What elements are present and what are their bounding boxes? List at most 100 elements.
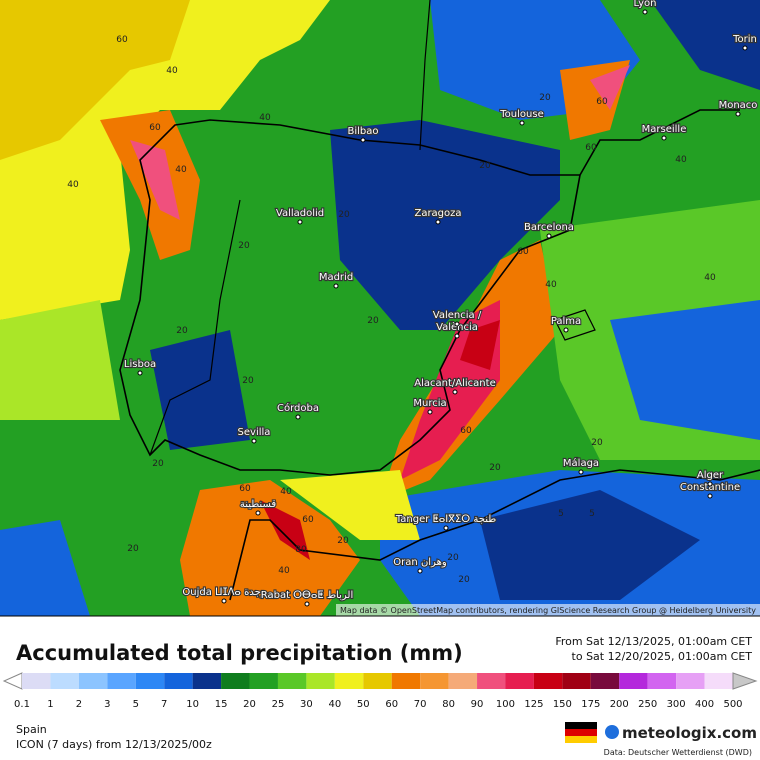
contour-label: 20 — [458, 575, 470, 585]
attribution-bg — [336, 604, 760, 616]
colorbar-tick-label: 2 — [76, 699, 82, 710]
precip-area — [590, 65, 630, 110]
city-marker — [546, 233, 552, 239]
city-marker — [251, 438, 257, 444]
colorbar-segment — [448, 673, 478, 689]
colorbar-segment — [704, 673, 733, 689]
city-marker — [519, 120, 525, 126]
city-label: Lyon — [633, 0, 656, 9]
contour-label: 60 — [517, 247, 529, 257]
city-marker — [295, 414, 301, 420]
city-label: Zaragoza — [414, 208, 461, 219]
colorbar-tick-label: 25 — [272, 699, 285, 710]
colorbar-segment — [306, 673, 335, 689]
city-marker — [454, 321, 460, 327]
colorbar-arrow-right — [732, 672, 758, 690]
data-source: Data: Deutscher Wetterdienst (DWD) — [604, 748, 752, 757]
city-marker — [707, 493, 713, 499]
map: Lyon Torin Toulouse Monaco Marseille Bilbao Za… — [0, 0, 760, 616]
colorbar-segment — [221, 673, 250, 689]
colorbar-segment — [78, 673, 108, 689]
city-label: Oran وهران — [393, 557, 447, 568]
city-label: Valladolid — [276, 208, 324, 219]
colorbar-tick-label: 15 — [215, 699, 228, 710]
precip-area — [150, 330, 250, 450]
brand-logo — [605, 725, 619, 739]
contour-label: 80 — [295, 545, 307, 555]
city-label: Madrid — [319, 272, 353, 283]
contour-label: 20 — [127, 544, 139, 554]
contour-label: 20 — [242, 376, 254, 386]
colorbar-tick-label: 125 — [524, 699, 543, 710]
precip-area — [260, 500, 310, 560]
city-label: Málaga — [563, 457, 599, 469]
city-marker — [452, 389, 458, 395]
contour-label: 40 — [259, 113, 271, 123]
contour-label: 20 — [176, 326, 188, 336]
colorbar-tick-label: 7 — [161, 699, 167, 710]
colorbar-tick-label: 90 — [471, 699, 484, 710]
colorbar-segment — [533, 673, 563, 689]
contour-label: 20 — [337, 536, 349, 546]
precip-area — [650, 0, 760, 90]
colorbar-segment — [647, 673, 677, 689]
contour-label: 40 — [175, 165, 187, 175]
colorbar-segment — [562, 673, 591, 689]
precip-area — [0, 0, 190, 160]
colorbar-tick-label: 3 — [104, 699, 110, 710]
colorbar-segment — [192, 673, 222, 689]
colorbar-tick-label: 70 — [414, 699, 427, 710]
contour-label: 5 — [589, 509, 595, 519]
city-marker — [360, 137, 366, 143]
colorbar-tick-label: 500 — [723, 699, 742, 710]
city-label: Torin — [732, 34, 757, 45]
city-marker — [304, 601, 310, 607]
dwd-flag — [565, 722, 597, 743]
colorbar-tick-label: 40 — [328, 699, 341, 710]
contour-label: 5 — [558, 509, 564, 519]
contour-label: 40 — [704, 273, 716, 283]
precip-area — [0, 300, 120, 420]
colorbar-tick-label: 50 — [357, 699, 370, 710]
city-label: Palma — [551, 316, 581, 327]
brand[interactable]: meteologix.com — [622, 724, 757, 742]
city-marker — [443, 525, 449, 531]
contour-label: 20 — [238, 241, 250, 251]
contour-label: 20 — [338, 210, 350, 220]
period-to: to Sat 12/20/2025, 01:00am CET — [572, 650, 753, 663]
city-marker — [742, 45, 748, 51]
city-marker — [435, 219, 441, 225]
city-marker — [221, 598, 227, 604]
colorbar-tick-label: 150 — [553, 699, 572, 710]
contour-label: 40 — [166, 66, 178, 76]
city-marker — [427, 409, 433, 415]
city-label: قسنطينة — [240, 499, 277, 510]
colorbar-segment — [107, 673, 136, 689]
city-label: Córdoba — [277, 402, 319, 414]
colorbar-tick-label: 10 — [186, 699, 199, 710]
city-label: Rabat ⵔⴱⴰⵟ الرباط — [261, 590, 353, 601]
city-label: Bilbao — [347, 126, 378, 137]
contour-label: 20 — [479, 161, 491, 171]
city-label: Tanger ⵟⴰⵏⴳⵉⵔ طنجة — [395, 514, 496, 525]
city-label: Murcia — [413, 398, 446, 409]
precip-area — [330, 120, 560, 330]
colorbar-tick-label: 60 — [385, 699, 398, 710]
colorbar-segment — [22, 673, 51, 689]
precip-area — [480, 490, 700, 600]
region: Spain — [16, 723, 47, 736]
contour-label: 60 — [239, 484, 251, 494]
colorbar-tick-label: 200 — [610, 699, 629, 710]
city-marker — [137, 370, 143, 376]
colorbar-segment — [164, 673, 193, 689]
city-label: Toulouse — [499, 109, 543, 120]
contour-label: 20 — [367, 316, 379, 326]
contour-label: 20 — [591, 438, 603, 448]
colorbar-segment — [590, 673, 620, 689]
city-marker — [417, 568, 423, 574]
attribution: Map data © OpenStreetMap contributors, r… — [340, 606, 756, 615]
contour-label: 20 — [447, 553, 459, 563]
period-from: From Sat 12/13/2025, 01:00am CET — [555, 635, 752, 648]
colorbar-tick-label: 400 — [695, 699, 714, 710]
